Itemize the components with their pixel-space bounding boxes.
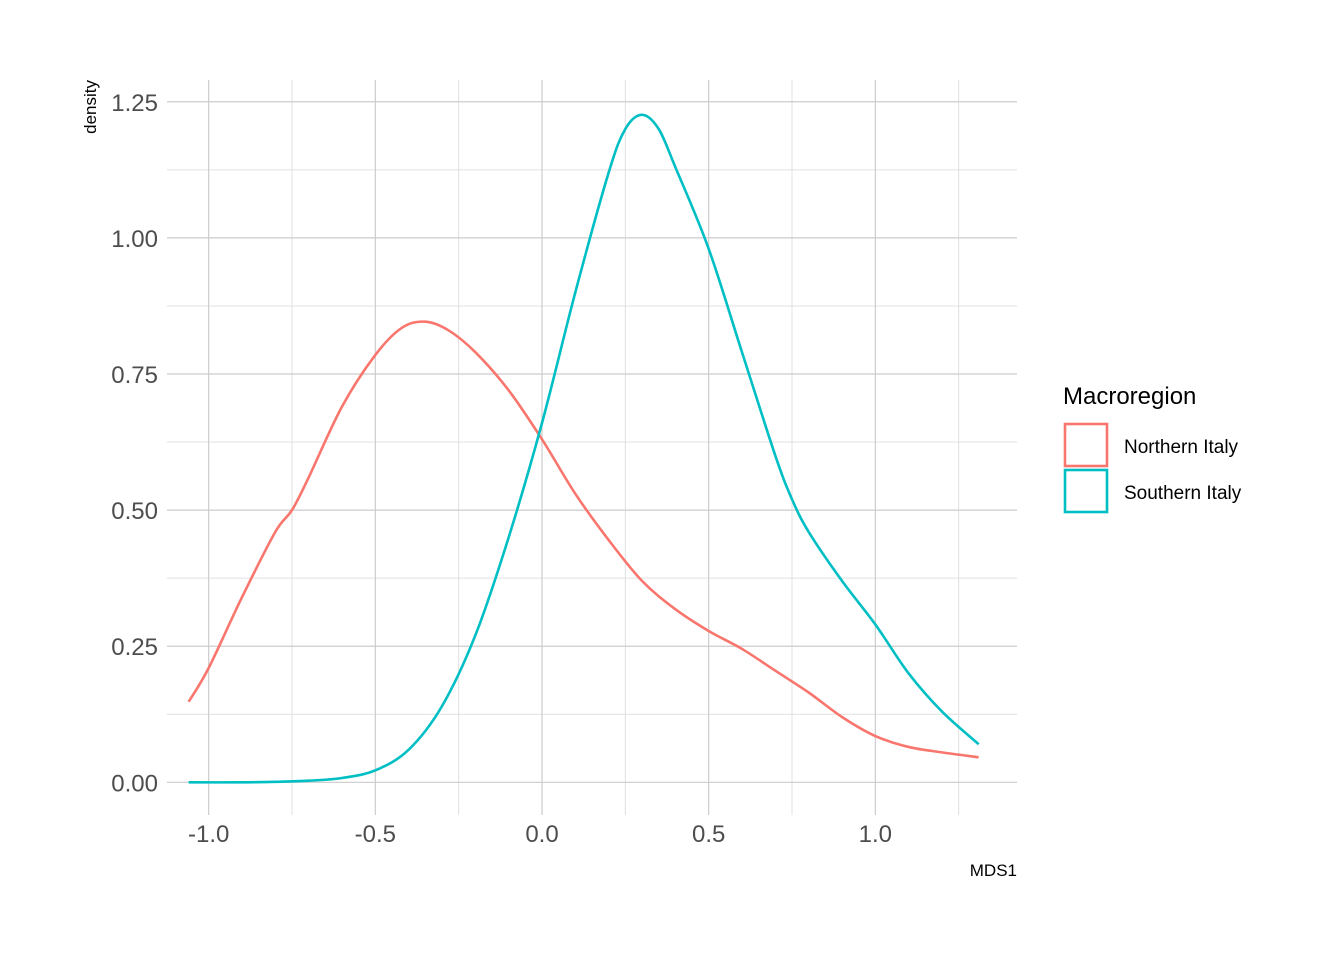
legend-key-northern-italy [1063,422,1109,468]
x-tick-label: -1.0 [188,821,229,848]
x-tick-label: -0.5 [355,821,396,848]
legend-title: Macroregion [1063,383,1196,410]
x-tick-label: 0.0 [525,821,558,848]
x-tick-label: 1.0 [859,821,892,848]
x-axis-title: MDS1 [970,861,1017,880]
legend-label-northern-italy: Northern Italy [1124,437,1239,458]
density-line-southern-italy [188,113,980,784]
y-tick-label: 0.75 [111,362,158,389]
x-axis-ticks: -1.0 -0.5 0.0 0.5 1.0 [188,821,892,848]
y-tick-label: 1.25 [111,90,158,117]
legend-label-southern-italy: Southern Italy [1124,483,1242,504]
y-tick-label: 0.25 [111,634,158,661]
y-axis-title: density [81,80,100,134]
density-lines [187,113,980,784]
density-line-northern-italy [187,320,979,759]
y-tick-label: 0.00 [111,770,158,797]
x-tick-label: 0.5 [692,821,725,848]
major-gridlines [167,80,1017,815]
y-tick-label: 1.00 [111,226,158,253]
y-tick-label: 0.50 [111,498,158,525]
legend: Macroregion Northern Italy Southern Italy [1063,383,1242,514]
y-axis-ticks: 0.00 0.25 0.50 0.75 1.00 1.25 [111,90,158,798]
legend-key-southern-italy [1063,468,1109,514]
